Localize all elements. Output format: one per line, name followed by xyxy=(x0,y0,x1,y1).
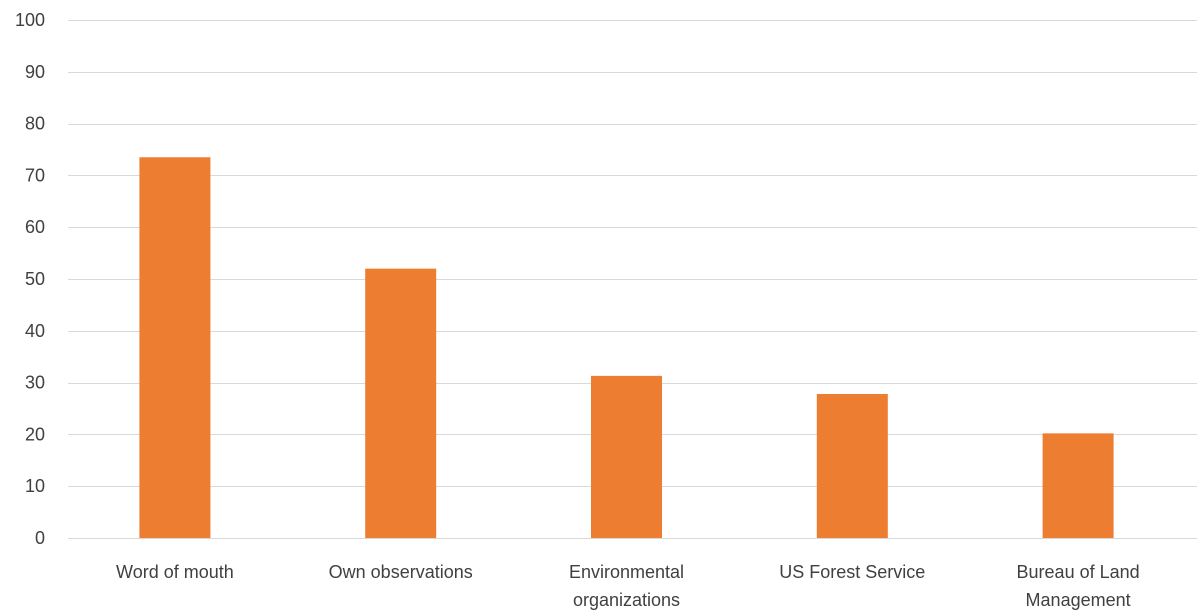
gridlines xyxy=(68,20,1197,539)
y-tick-label: 60 xyxy=(25,217,45,237)
y-tick-label: 0 xyxy=(35,528,45,548)
y-tick-label: 40 xyxy=(25,321,45,341)
x-tick-label: Own observations xyxy=(329,562,473,582)
y-tick-label: 70 xyxy=(25,165,45,185)
bar-1 xyxy=(365,268,437,538)
y-tick-label: 50 xyxy=(25,269,45,289)
y-tick-label: 80 xyxy=(25,114,45,134)
bar-3 xyxy=(816,393,888,538)
bar-4 xyxy=(1042,433,1114,538)
y-tick-label: 10 xyxy=(25,476,45,496)
y-tick-label: 30 xyxy=(25,373,45,393)
x-tick-label: Bureau of Land Management xyxy=(1017,562,1140,610)
y-tick-label: 20 xyxy=(25,424,45,444)
x-axis-labels: Word of mouth Own observations Environment… xyxy=(116,562,1140,610)
bar-0 xyxy=(139,157,211,538)
y-axis-ticks: 0 10 20 30 40 50 60 70 80 90 100 xyxy=(15,10,45,548)
bar-2 xyxy=(591,375,662,538)
y-tick-label: 90 xyxy=(25,62,45,82)
x-tick-label: Word of mouth xyxy=(116,562,234,582)
x-tick-label: US Forest Service xyxy=(779,562,925,582)
x-tick-label: Environmental organizations xyxy=(569,562,684,610)
y-tick-label: 100 xyxy=(15,10,45,30)
bars xyxy=(139,157,1114,538)
